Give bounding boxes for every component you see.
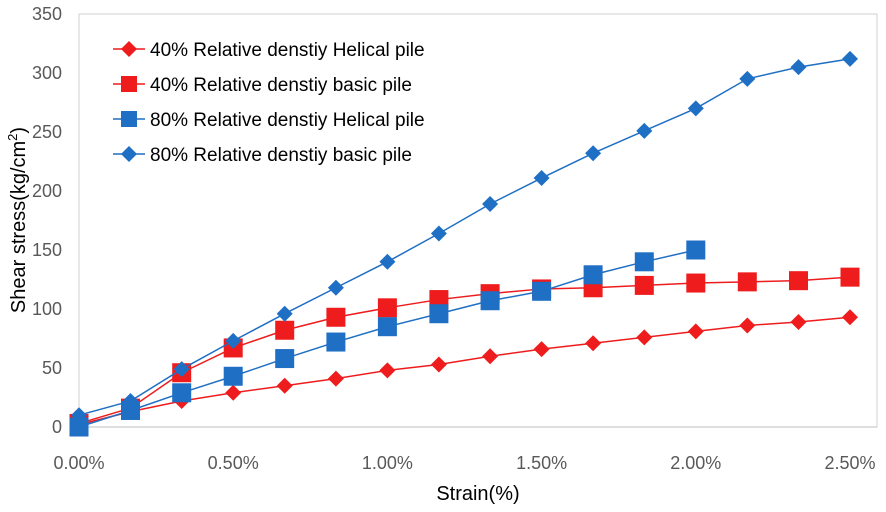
x-tick-label: 0.50% [208,453,259,473]
series-line [78,249,696,428]
data-point-diamond [842,309,858,326]
data-point-diamond [173,361,190,378]
data-point-diamond [636,329,653,346]
data-point-diamond [225,384,242,401]
data-point-diamond [121,41,137,57]
data-point-diamond [430,356,447,373]
x-tick-labels: 0.00% 0.50% 1.00% 1.50% 2.00% 2.50% [53,453,875,473]
y-axis-title: Shear stress(kg/cm2) [5,127,30,313]
data-point-diamond [533,341,550,358]
y-tick-label: 100 [32,299,62,319]
series-line [78,276,851,425]
data-point-diamond [842,50,858,67]
legend-label: 80% Relative denstiy Helical pile [150,110,425,131]
data-point-square [840,267,860,287]
legend-item: 80% Relative denstiy Helical pile [113,110,425,131]
data-point-diamond [585,145,602,162]
y-tick-label: 200 [32,181,62,201]
data-point-square [69,417,89,437]
data-point-diamond [636,122,653,139]
data-point-square [121,111,137,127]
data-point-diamond [790,313,807,330]
y-axis-title-sup: 2 [5,134,20,141]
data-point-diamond [276,377,293,394]
y-tick-labels: 0 50 100 150 200 250 300 350 [32,4,62,437]
data-point-diamond [482,348,499,365]
y-axis-title-close: ) [8,127,30,134]
data-point-diamond [790,59,807,76]
legend-label: 80% Relative denstiy basic pile [150,145,412,166]
data-point-diamond [122,393,139,410]
data-point-square [480,291,500,311]
data-point-square [326,307,346,327]
series-line [78,58,851,416]
data-point-square [737,272,757,292]
y-tick-label: 350 [32,4,62,24]
data-point-square [686,240,706,260]
data-point-square [634,252,654,272]
data-point-square [377,298,397,318]
x-tick-label: 1.50% [516,453,567,473]
series-layer [69,50,860,437]
data-point-diamond [327,370,344,387]
data-point-square [634,275,654,295]
data-point-diamond [533,170,550,187]
data-point-diamond [225,332,242,349]
data-point-diamond [276,305,293,322]
data-point-square [429,304,449,324]
legend-item: 40% Relative denstiy Helical pile [113,40,425,61]
data-point-diamond [327,279,344,296]
data-point-diamond [379,362,396,379]
x-tick-label: 2.00% [670,453,721,473]
x-tick-label: 2.50% [824,453,875,473]
data-point-square [223,366,243,386]
y-tick-label: 300 [32,63,62,83]
data-point-square [121,400,141,420]
data-point-square [788,271,808,291]
y-tick-label: 50 [42,358,62,378]
x-tick-label: 1.00% [362,453,413,473]
legend-item: 80% Relative denstiy basic pile [113,145,412,166]
data-point-square [275,320,295,340]
data-point-square [275,349,295,369]
data-point-square [326,332,346,352]
data-point-diamond [121,146,137,162]
data-point-diamond [687,323,704,340]
data-point-diamond [379,253,396,270]
data-point-diamond [687,100,704,117]
x-axis-title: Strain(%) [436,483,519,505]
legend-label: 40% Relative denstiy basic pile [150,75,412,96]
series-3 [69,240,706,437]
series-4 [71,50,858,424]
y-axis-title-main: Shear stress(kg/cm [8,141,30,313]
data-point-diamond [739,70,756,87]
data-point-square [686,273,706,293]
y-tick-label: 0 [52,417,62,437]
series-2 [69,267,860,433]
data-point-diamond [482,195,499,212]
data-point-square [377,317,397,337]
data-point-diamond [739,317,756,334]
series-line [78,316,851,426]
y-tick-label: 150 [32,240,62,260]
legend-label: 40% Relative denstiy Helical pile [150,40,425,61]
data-point-diamond [71,407,87,424]
data-point-diamond [430,225,447,242]
data-point-square [172,383,192,403]
data-point-square [532,281,552,301]
legend-item: 40% Relative denstiy basic pile [113,75,412,96]
data-point-diamond [585,335,602,352]
legend: 40% Relative denstiy Helical pile 40% Rel… [113,40,425,166]
data-point-square [583,265,603,285]
x-tick-label: 0.00% [53,453,104,473]
y-tick-label: 250 [32,122,62,142]
data-point-square [121,76,137,92]
